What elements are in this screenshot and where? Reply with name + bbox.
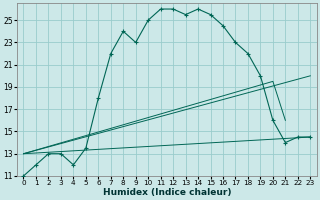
X-axis label: Humidex (Indice chaleur): Humidex (Indice chaleur) xyxy=(103,188,231,197)
